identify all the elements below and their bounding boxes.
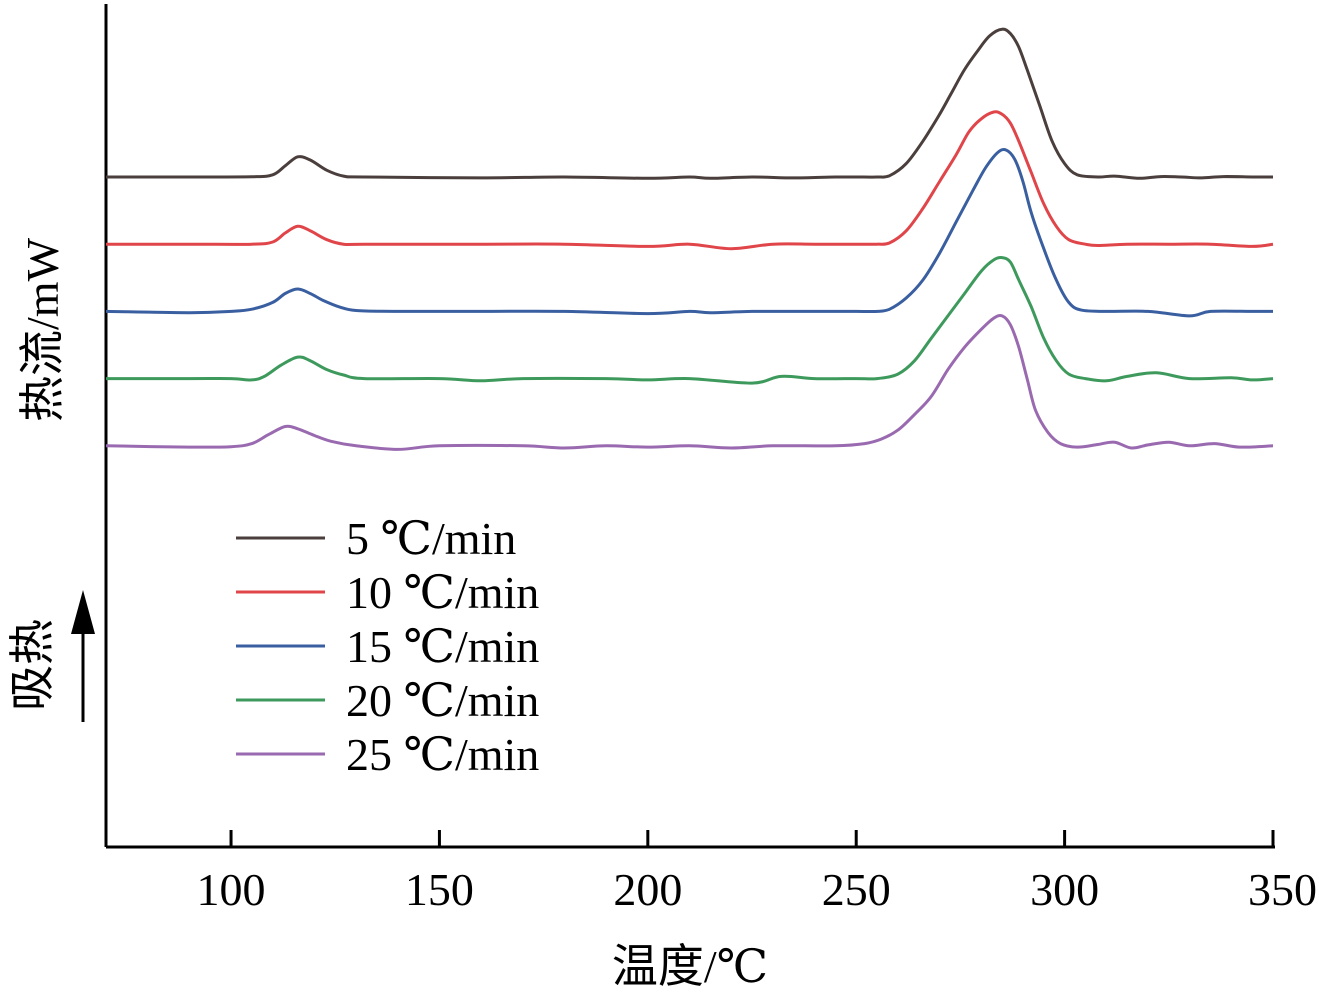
- legend-label: 10 ℃/min: [346, 567, 539, 618]
- x-ticks: 100 150 200 250 300 350: [197, 830, 1317, 915]
- endotherm-indicator: 吸热: [7, 590, 95, 722]
- x-tick-label: 350: [1248, 864, 1317, 915]
- legend-label: 20 ℃/min: [346, 675, 539, 726]
- x-tick-label: 150: [405, 864, 474, 915]
- series-line-4: [106, 256, 1274, 385]
- x-tick-label: 250: [822, 864, 891, 915]
- y-axis-title: 热流/mW: [17, 237, 68, 422]
- legend-label: 15 ℃/min: [346, 621, 539, 672]
- arrow-head-icon: [71, 590, 95, 634]
- series-line-1: [105, 27, 1274, 180]
- legend-label: 25 ℃/min: [346, 729, 539, 780]
- x-tick-label: 300: [1030, 864, 1099, 915]
- legend-label: 5 ℃/min: [346, 513, 516, 564]
- x-axis-title: 温度/℃: [612, 941, 768, 992]
- x-tick-label: 200: [613, 864, 682, 915]
- series-line-5: [105, 313, 1274, 451]
- series-curves: [105, 27, 1274, 451]
- x-tick-label: 100: [197, 864, 266, 915]
- endotherm-label: 吸热: [7, 619, 58, 711]
- series-line-2: [106, 110, 1274, 251]
- series-line-3: [105, 148, 1273, 318]
